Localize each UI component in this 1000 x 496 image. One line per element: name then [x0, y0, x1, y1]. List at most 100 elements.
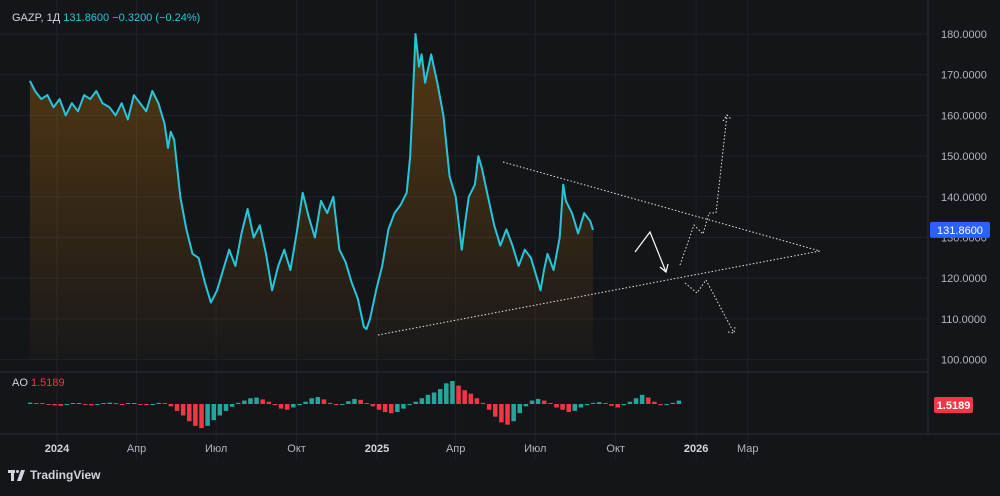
ao-bar [174, 404, 180, 411]
ao-bar [131, 403, 137, 404]
ao-bar [603, 403, 608, 404]
time-tick-label: Апр [446, 443, 465, 455]
ao-bar [407, 404, 412, 406]
ao-bar [260, 399, 265, 404]
ao-bar [223, 404, 229, 411]
ao-bar [187, 404, 192, 422]
ao-bar [254, 397, 259, 404]
ao-bar [101, 403, 106, 404]
ao-bar [627, 401, 633, 404]
ao-bar [566, 404, 571, 413]
ao-bar [303, 401, 308, 404]
ao-bar [58, 404, 63, 406]
ao-bar [138, 404, 143, 405]
triangle-drawing[interactable] [377, 161, 821, 336]
ao-bar [676, 400, 682, 404]
ao-bar [229, 404, 235, 407]
ao-bar [425, 394, 431, 404]
ao-bar [450, 381, 455, 404]
ao-bar [388, 404, 394, 414]
ao-bar [278, 404, 284, 409]
price-tick-label: 120.0000 [941, 273, 987, 285]
ao-bar [156, 402, 161, 404]
tradingview-logo-text: TradingView [30, 468, 101, 482]
ao-bar [646, 397, 651, 404]
ao-bar [70, 403, 76, 404]
ao-bar [615, 404, 620, 408]
ao-bar [199, 404, 204, 429]
ao-bar [297, 404, 302, 406]
ao-bar [535, 398, 541, 404]
ao-bar [523, 404, 529, 407]
ao-bar [633, 398, 639, 404]
ao-bar [217, 404, 223, 416]
price-tick-label: 180.0000 [941, 29, 987, 41]
time-axis[interactable]: 2024 Апр Июл Окт 2025 Апр Июл Окт 2026 Мар [45, 443, 759, 455]
last-price-label: 131.8600 [937, 225, 983, 237]
ao-bar [82, 404, 88, 405]
ao-bar [486, 404, 492, 410]
time-tick-label: Окт [287, 443, 306, 455]
ao-bar [352, 398, 357, 404]
ao-bar [34, 403, 39, 404]
ao-value-badge-label: 1.5189 [937, 400, 971, 412]
ao-bar [272, 404, 278, 406]
price-tick-label: 100.0000 [941, 355, 987, 367]
bullish-scenario-drawing[interactable] [679, 114, 732, 266]
ao-bar [474, 398, 480, 404]
ao-bar [193, 404, 198, 426]
ao-bar [46, 404, 51, 405]
ao-name[interactable]: AO [12, 377, 28, 389]
time-tick-label: 2025 [365, 443, 389, 455]
ao-bar [168, 404, 174, 407]
tradingview-logo[interactable]: TradingView [8, 468, 100, 482]
ao-bar [205, 404, 210, 426]
price-axis[interactable]: 100.0000110.0000120.0000130.0000140.0000… [941, 29, 987, 367]
ao-bar [125, 403, 131, 404]
price-tick-label: 150.0000 [941, 151, 987, 163]
time-tick-label: Мар [737, 443, 759, 455]
ao-bar [401, 404, 406, 409]
ao-bar [358, 399, 363, 404]
ao-bar [621, 404, 627, 406]
ao-bar [144, 404, 149, 406]
ao-bar [382, 404, 388, 413]
ao-bar [609, 404, 614, 406]
ao-bar [346, 401, 351, 404]
forecast-arrow-drawing[interactable] [634, 230, 669, 274]
ao-bar [505, 404, 510, 425]
ao-bar [370, 404, 376, 407]
ao-value-badge: 1.5189 [934, 397, 973, 413]
ao-bar [315, 397, 321, 404]
ao-bar [52, 404, 57, 406]
ao-bar [333, 404, 339, 406]
ao-bar [150, 404, 155, 405]
ao-bar [560, 404, 565, 410]
ao-histogram [27, 381, 682, 429]
ao-bar [211, 404, 217, 421]
symbol-name[interactable]: GAZP, 1Д [12, 12, 61, 24]
ao-bar [431, 392, 437, 404]
ao-bar [419, 398, 425, 404]
ao-bar [541, 400, 547, 404]
ao-bar [456, 385, 461, 404]
tradingview-logo-icon [8, 469, 26, 481]
ao-bar [468, 393, 474, 404]
last-price-badge: 131.8600 [930, 221, 990, 238]
ao-bar [235, 402, 241, 404]
time-tick-label: Июл [205, 443, 227, 455]
bearish-scenario-drawing[interactable] [684, 279, 736, 334]
ao-bar [40, 403, 45, 404]
ao-bar [113, 403, 119, 404]
ao-bar [76, 403, 82, 404]
ao-bar [180, 404, 186, 416]
ao-bar [437, 389, 443, 404]
time-tick-label: Июл [524, 443, 546, 455]
ao-bar [584, 404, 590, 406]
ao-bar [327, 402, 333, 404]
ao-bar [658, 404, 663, 406]
price-tick-label: 110.0000 [941, 314, 986, 326]
price-change: −0.3200 (−0.24%) [112, 12, 201, 24]
